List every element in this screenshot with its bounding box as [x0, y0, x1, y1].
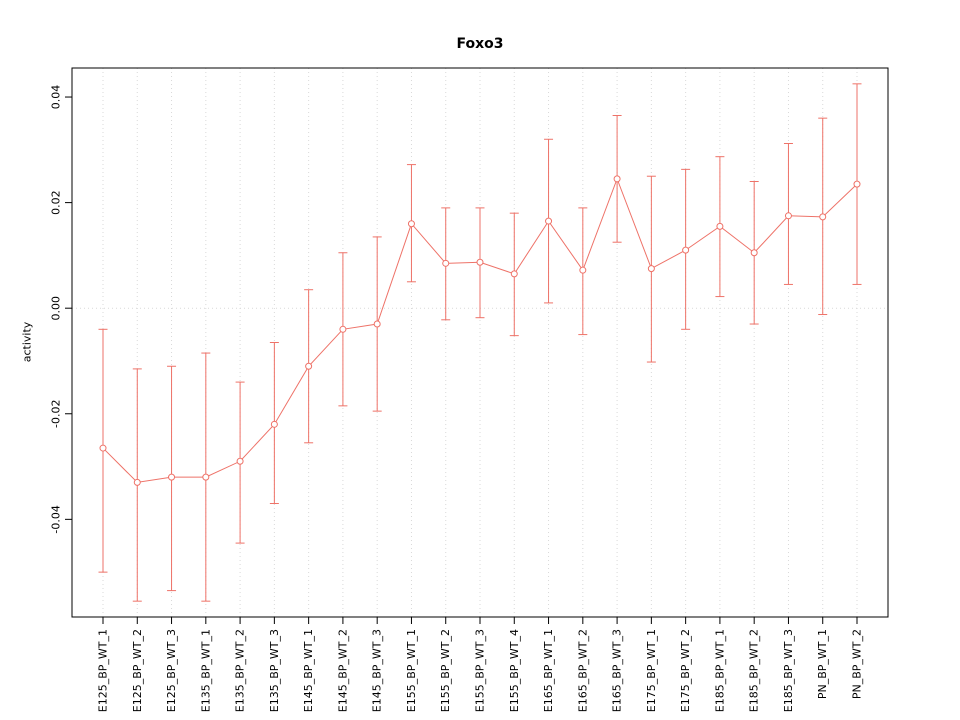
x-tick-label: E175_BP_WT_2	[679, 629, 692, 712]
x-tick-label: E185_BP_WT_3	[782, 629, 795, 712]
data-point	[476, 258, 484, 266]
data-point	[784, 212, 792, 220]
data-point	[510, 270, 518, 278]
y-tick-label: 0.04	[50, 85, 63, 110]
x-tick-label: E185_BP_WT_2	[748, 629, 761, 712]
data-point	[613, 175, 621, 183]
x-tick-label: E135_BP_WT_1	[199, 629, 212, 712]
chart-title: Foxo3	[456, 36, 504, 52]
data-point	[682, 246, 690, 254]
data-point	[545, 217, 553, 225]
x-tick-label: E165_BP_WT_2	[576, 629, 589, 712]
data-point	[819, 213, 827, 221]
data-point	[853, 180, 861, 188]
x-tick-label: E145_BP_WT_3	[371, 629, 384, 712]
data-point	[236, 457, 244, 465]
x-tick-label: E125_BP_WT_1	[97, 629, 110, 712]
y-tick-label: 0.02	[50, 190, 63, 215]
data-point	[442, 259, 450, 267]
x-tick-label: E155_BP_WT_3	[474, 629, 487, 712]
data-point	[373, 320, 381, 328]
data-point	[133, 478, 141, 486]
y-tick-label: -0.02	[50, 400, 63, 428]
x-tick-label: E175_BP_WT_1	[645, 629, 658, 712]
data-point	[339, 325, 347, 333]
x-tick-label: E165_BP_WT_3	[611, 629, 624, 712]
x-tick-label: PN_BP_WT_2	[851, 629, 864, 699]
data-point	[99, 444, 107, 452]
data-point	[305, 362, 313, 370]
x-tick-label: E155_BP_WT_2	[439, 629, 452, 712]
y-tick-label: 0.00	[50, 296, 63, 321]
x-tick-label: PN_BP_WT_1	[816, 629, 829, 699]
data-point	[647, 265, 655, 273]
x-tick-label: E165_BP_WT_1	[542, 629, 555, 712]
x-tick-label: E185_BP_WT_1	[713, 629, 726, 712]
data-point	[716, 222, 724, 230]
data-point	[407, 220, 415, 228]
data-point	[270, 420, 278, 428]
y-tick-label: -0.04	[50, 505, 63, 533]
x-tick-label: E135_BP_WT_2	[234, 629, 247, 712]
x-tick-label: E155_BP_WT_4	[508, 629, 521, 712]
x-tick-label: E145_BP_WT_2	[336, 629, 349, 712]
x-tick-label: E155_BP_WT_1	[405, 629, 418, 712]
x-tick-label: E145_BP_WT_1	[302, 629, 315, 712]
data-point	[202, 473, 210, 481]
x-tick-label: E125_BP_WT_2	[131, 629, 144, 712]
x-tick-label: E135_BP_WT_3	[268, 629, 281, 712]
data-point	[168, 473, 176, 481]
data-point	[579, 266, 587, 274]
plot-box	[71, 67, 889, 618]
x-tick-label: E125_BP_WT_3	[165, 629, 178, 712]
data-point	[750, 249, 758, 257]
